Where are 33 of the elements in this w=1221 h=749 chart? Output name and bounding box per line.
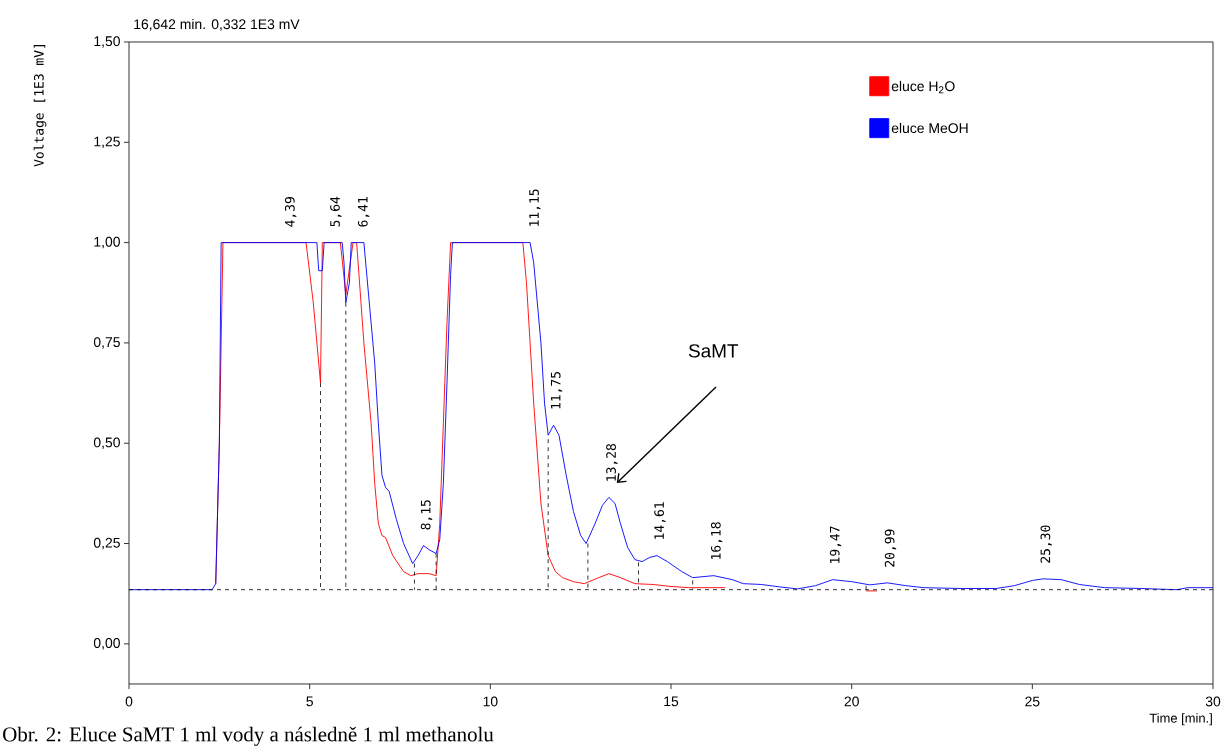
- annotation: 4,39: [284, 197, 297, 227]
- x-tick-label: 10: [483, 696, 498, 707]
- x-tick-label: 0: [125, 696, 133, 707]
- y-tick-label: 0,25: [93, 537, 120, 550]
- annotation: 8,15: [420, 500, 433, 530]
- y-tick-label: 1,50: [94, 36, 120, 48]
- y-axis-title: Voltage [1E3 mV]: [33, 45, 47, 167]
- y-tick-label: 1,25: [94, 136, 120, 149]
- x-tick-label: 5: [306, 696, 313, 707]
- annotation: 6,41: [357, 197, 370, 227]
- legend-label: eluce H$_{2}$O: [891, 80, 955, 94]
- y-tick-label: 0,50: [93, 437, 120, 449]
- annotation: 20,99: [884, 529, 897, 567]
- annotation: 25,30: [1040, 525, 1052, 563]
- annotation: 16,18: [710, 522, 723, 559]
- y-tick-label: 0,75: [93, 337, 120, 349]
- text: 16,642 min. 0,332 1E3 mV: [134, 18, 300, 31]
- annotation: 19,47: [829, 526, 842, 563]
- annotation: 5,64: [330, 196, 342, 227]
- text: Obr. 2: Eluce SaMT 1 ml vody a následně 1 ml methanolu: [3, 726, 494, 746]
- y-tick-label: 0,00: [93, 638, 120, 650]
- annotation: 11,15: [529, 189, 541, 226]
- x-axis-title: Time [min.]: [1149, 713, 1212, 726]
- x-tick-label: 20: [844, 696, 859, 707]
- annotation: 14,61: [654, 502, 666, 539]
- annotation: SaMT: [688, 344, 739, 358]
- y-tick-label: 1,00: [94, 236, 120, 249]
- annotation: 13,28: [606, 444, 618, 481]
- legend-label: eluce MeOH: [891, 122, 968, 134]
- x-tick-label: 15: [664, 696, 679, 707]
- annotation: 11,75: [550, 372, 563, 409]
- x-tick-label: 25: [1025, 696, 1040, 707]
- x-tick-label: 30: [1205, 696, 1221, 707]
